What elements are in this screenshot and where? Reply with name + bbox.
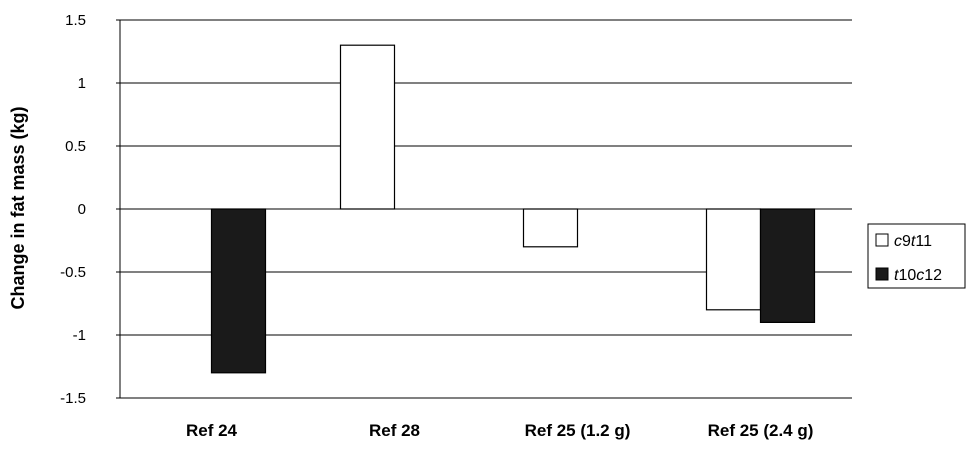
bar-series-1-2 (522, 208, 579, 248)
x-category-label: Ref 28 (369, 421, 420, 440)
bars (210, 44, 816, 374)
y-tick-label: 1 (78, 75, 86, 92)
bar-series-2-3 (759, 208, 816, 324)
x-category-label: Ref 24 (186, 421, 238, 440)
bar-series-1-3 (705, 208, 762, 311)
x-category-label: Ref 25 (1.2 g) (525, 421, 631, 440)
y-tick-label: 0 (78, 201, 86, 218)
legend-label: c9t11 (894, 233, 932, 250)
y-tick-label: 1.5 (65, 12, 86, 29)
y-axis-label: Change in fat mass (kg) (8, 106, 28, 309)
legend: c9t11 t10c12 (867, 223, 966, 289)
y-tick-label: 0.5 (65, 138, 86, 155)
x-category-label: Ref 25 (2.4 g) (708, 421, 814, 440)
legend-swatch (875, 267, 889, 281)
bar-series-1-1 (339, 44, 396, 210)
y-tick-label: -1 (73, 327, 86, 344)
legend-swatch (875, 233, 889, 247)
y-tick-labels: 1.5 1 0.5 0 -0.5 -1 -1.5 (60, 12, 86, 407)
y-tick-label: -1.5 (60, 390, 86, 407)
x-category-labels: Ref 24 Ref 28 Ref 25 (1.2 g) Ref 25 (2.4 g) (186, 421, 813, 440)
bar-series-2-0 (210, 208, 267, 374)
legend-label: t10c12 (894, 267, 942, 284)
y-tick-label: -0.5 (60, 264, 86, 281)
